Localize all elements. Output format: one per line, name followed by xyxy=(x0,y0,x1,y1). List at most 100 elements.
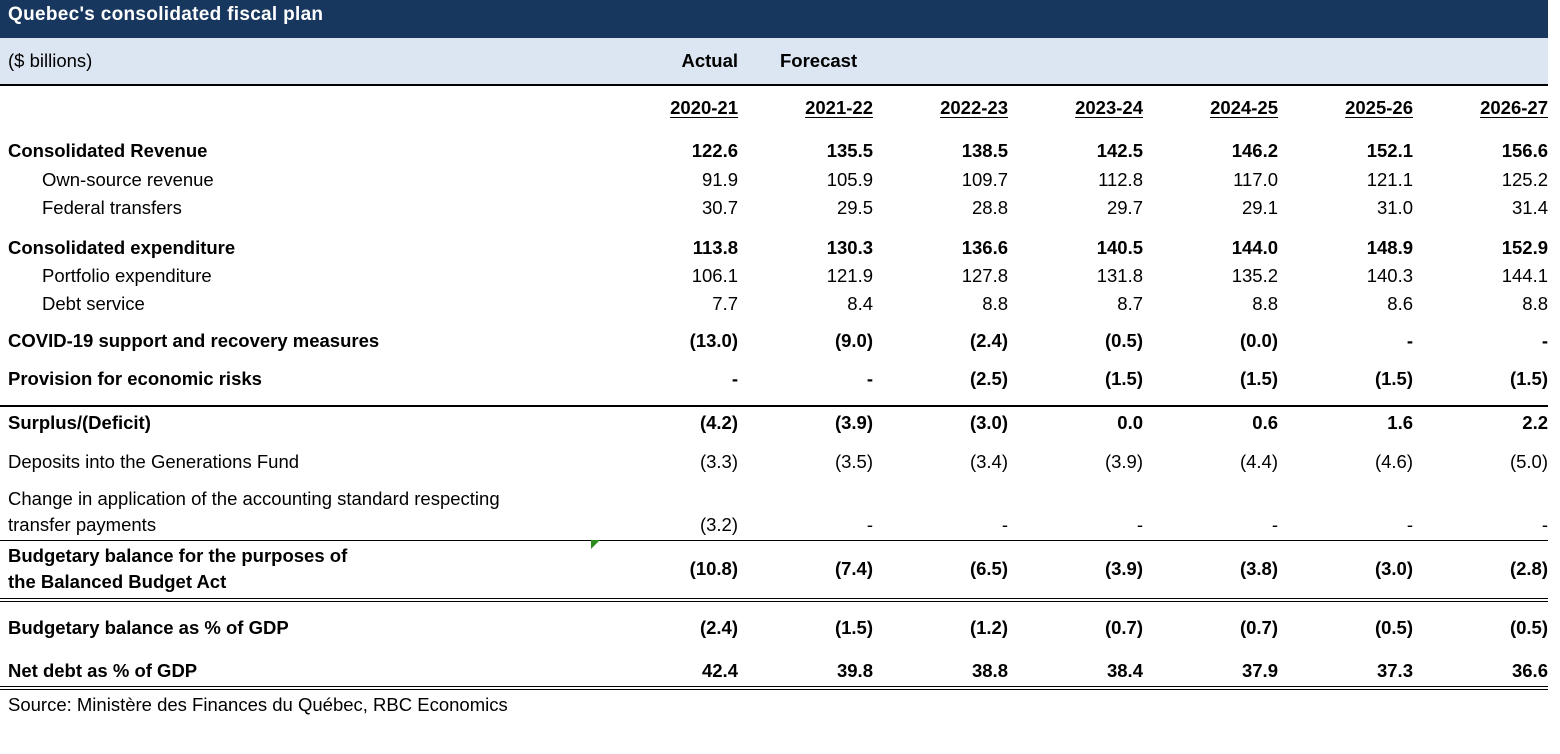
year-header: 2024-25 xyxy=(1210,97,1278,118)
cell-value: (0.0) xyxy=(1239,330,1278,351)
cell-value: (5.0) xyxy=(1509,451,1548,472)
cell-value: 152.9 xyxy=(1501,237,1548,258)
cell-value: 105.9 xyxy=(826,169,873,190)
row-label-line2: the Balanced Budget Act xyxy=(8,571,227,592)
actual-label: Actual xyxy=(681,50,738,71)
row-label: Portfolio expenditure xyxy=(42,265,212,286)
cell-value: (1.5) xyxy=(1374,368,1413,389)
bottom-double-rule-bottom xyxy=(0,689,1548,690)
header-band xyxy=(0,38,1548,86)
cell-value: 156.6 xyxy=(1501,140,1548,161)
cell-value: 130.3 xyxy=(826,237,873,258)
cell-value: 42.4 xyxy=(701,660,738,681)
cell-value: 140.5 xyxy=(1096,237,1143,258)
cell-value: - xyxy=(1271,514,1278,535)
cell-value: 109.7 xyxy=(961,169,1008,190)
cell-value: (1.5) xyxy=(834,617,873,638)
units-label: ($ billions) xyxy=(8,50,93,71)
cell-value: 29.7 xyxy=(1106,197,1143,218)
cell-value: 29.5 xyxy=(836,197,873,218)
year-header: 2025-26 xyxy=(1345,97,1413,118)
rule-before-surplus xyxy=(0,405,1548,407)
cell-value: (3.9) xyxy=(1104,558,1143,579)
cell-value: 29.1 xyxy=(1241,197,1278,218)
cell-value: 146.2 xyxy=(1231,140,1278,161)
cell-value: 31.0 xyxy=(1376,197,1413,218)
row-label: Own-source revenue xyxy=(42,169,214,190)
cell-value: 8.4 xyxy=(847,293,873,314)
year-header: 2021-22 xyxy=(805,97,873,118)
cell-value: 148.9 xyxy=(1366,237,1413,258)
cell-value: 144.1 xyxy=(1501,265,1548,286)
cell-value: (10.8) xyxy=(689,558,738,579)
cell-value: (0.7) xyxy=(1239,617,1278,638)
cell-value: - xyxy=(1406,514,1413,535)
cell-value: (0.5) xyxy=(1374,617,1413,638)
cell-value: - xyxy=(1541,514,1548,535)
cell-value: 135.2 xyxy=(1231,265,1278,286)
cell-value: - xyxy=(1136,514,1143,535)
year-header: 2026-27 xyxy=(1480,97,1548,118)
year-header: 2022-23 xyxy=(940,97,1008,118)
cell-value: (3.5) xyxy=(834,451,873,472)
cell-value: 117.0 xyxy=(1233,169,1278,190)
cell-value: 125.2 xyxy=(1501,169,1548,190)
cell-value: 138.5 xyxy=(961,140,1008,161)
row-label: Surplus/(Deficit) xyxy=(8,412,151,433)
cell-value: 0.0 xyxy=(1117,412,1143,433)
row-label: Debt service xyxy=(42,293,145,314)
cell-value: 8.8 xyxy=(1522,293,1548,314)
cell-value: 131.8 xyxy=(1096,265,1143,286)
cell-value: - xyxy=(1541,330,1548,351)
year-header: 2020-21 xyxy=(670,97,738,118)
bottom-double-rule-top xyxy=(0,686,1548,687)
row-label: Consolidated Revenue xyxy=(8,140,208,161)
cell-value: 121.9 xyxy=(826,265,873,286)
cell-value: (3.9) xyxy=(1104,451,1143,472)
cell-value: 91.9 xyxy=(701,169,738,190)
cell-value: 140.3 xyxy=(1366,265,1413,286)
row-label: Consolidated expenditure xyxy=(8,237,236,258)
cell-value: 127.8 xyxy=(961,265,1008,286)
cell-value: 8.7 xyxy=(1117,293,1143,314)
source-note: Source: Ministère des Finances du Québec… xyxy=(8,694,508,715)
cell-value: 7.7 xyxy=(712,293,738,314)
comment-marker-icon xyxy=(591,540,600,549)
cell-value: 2.2 xyxy=(1522,412,1548,433)
cell-value: 152.1 xyxy=(1366,140,1413,161)
cell-value: 31.4 xyxy=(1511,197,1548,218)
row-label: Deposits into the Generations Fund xyxy=(8,451,300,472)
cell-value: 121.1 xyxy=(1366,169,1413,190)
cell-value: 30.7 xyxy=(701,197,738,218)
cell-value: (2.5) xyxy=(969,368,1008,389)
cell-value: - xyxy=(866,368,873,389)
cell-value: (2.4) xyxy=(699,617,738,638)
row-label-line2: transfer payments xyxy=(8,514,157,535)
table-title: Quebec's consolidated fiscal plan xyxy=(8,4,324,25)
cell-value: (0.5) xyxy=(1509,617,1548,638)
cell-value: - xyxy=(866,514,873,535)
cell-value: (4.4) xyxy=(1239,451,1278,472)
row-label: Federal transfers xyxy=(42,197,182,218)
cell-value: 122.6 xyxy=(691,140,738,161)
cell-value: (1.5) xyxy=(1509,368,1548,389)
cell-value: (0.5) xyxy=(1104,330,1143,351)
row-label-line1: Change in application of the accounting … xyxy=(8,488,500,509)
cell-value: 8.8 xyxy=(1252,293,1278,314)
row-label-line1: Budgetary balance for the purposes of xyxy=(8,545,348,566)
cell-value: (4.6) xyxy=(1374,451,1413,472)
cell-value: 28.8 xyxy=(971,197,1008,218)
table-title-bar: Quebec's consolidated fiscal plan xyxy=(0,0,1548,38)
cell-value: (3.0) xyxy=(969,412,1008,433)
cell-value: - xyxy=(731,368,738,389)
rule-before-budgetary-balance xyxy=(0,540,1548,541)
cell-value: (3.4) xyxy=(969,451,1008,472)
cell-value: (3.9) xyxy=(834,412,873,433)
cell-value: 0.6 xyxy=(1252,412,1278,433)
cell-value: (3.8) xyxy=(1239,558,1278,579)
cell-value: 39.8 xyxy=(836,660,873,681)
cell-value: (3.3) xyxy=(699,451,738,472)
cell-value: 142.5 xyxy=(1096,140,1143,161)
cell-value: 37.3 xyxy=(1376,660,1413,681)
cell-value: (3.2) xyxy=(699,514,738,535)
